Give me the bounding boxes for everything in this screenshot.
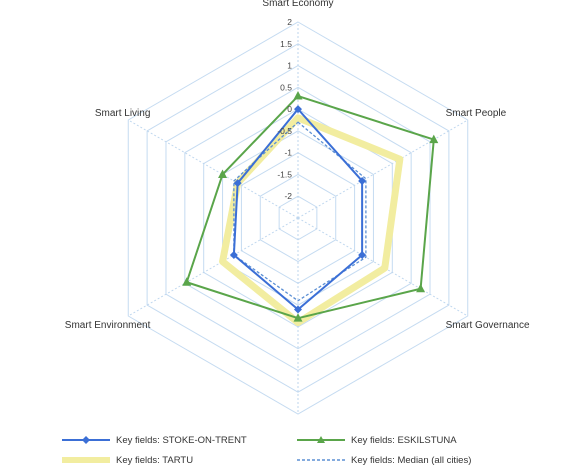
radar-series [182,91,439,327]
legend-label-median: Key fields: Median (all cities) [351,454,472,466]
category-label-4: Smart Environment [65,320,151,331]
tick-label-0: 2 [287,17,292,27]
series-1-marker-3 [293,313,303,322]
legend-swatch-stoke [62,436,110,444]
legend-item-stoke: Key fields: STOKE-ON-TRENT [60,433,295,447]
legend-item-tartu: Key fields: TARTU [60,453,295,467]
series-0-marker-1 [358,176,367,185]
series-0-marker-3 [294,305,302,314]
grid-spoke-5 [128,119,299,219]
series-0-marker-4 [229,251,238,260]
grid-ring-1 [259,173,337,263]
chart-legend: Key fields: STOKE-ON-TRENT Key fields: E… [60,430,530,470]
category-label-1: Smart People [446,108,507,119]
legend-swatch-median [297,459,345,461]
legend-item-median: Key fields: Median (all cities) [295,453,530,467]
legend-swatch-eskilstuna [297,436,345,443]
tick-label-7: -1.5 [277,169,292,179]
series-1-marker-0 [293,91,303,100]
series-0-marker-5 [233,179,242,188]
radar-grid [127,21,469,415]
series-0-marker-2 [358,251,367,260]
radar-category-labels: Smart Economy Smart People Smart Governanc… [65,0,530,331]
radar-tick-labels: 2 1.5 1 0.5 0 -0.5 -1 -1.5 -2 [277,17,292,201]
series-1-marker-4 [182,277,192,286]
series-0-marker-0 [294,105,302,114]
legend-label-eskilstuna: Key fields: ESKILSTUNA [351,434,457,446]
category-label-0: Smart Economy [262,0,333,9]
grid-ring-7 [146,43,450,393]
category-label-5: Smart Living [95,108,151,119]
grid-ring-5 [184,86,412,350]
tick-label-1: 1.5 [280,39,292,49]
legend-label-tartu: Key fields: TARTU [116,454,194,466]
grid-spoke-4 [128,217,299,317]
series-1-marker-5 [218,169,228,178]
series-1-marker-2 [416,283,426,293]
legend-swatch-tartu [62,457,110,463]
grid-spoke-1 [297,119,468,219]
legend-label-stoke: Key fields: STOKE-ON-TRENT [116,434,247,446]
series-line-3 [233,121,367,302]
category-label-2: Smart Governance [446,320,530,331]
tick-label-6: -1 [284,148,292,158]
grid-ring-8 [127,21,469,415]
tick-label-3: 0.5 [280,82,292,92]
tick-label-2: 1 [287,61,292,71]
radar-chart: 21.510.50-0.5-1-1.5-2 Smart EconomySmart… [65,0,530,415]
series-1-marker-1 [429,134,439,144]
legend-item-eskilstuna: Key fields: ESKILSTUNA [295,433,530,447]
tick-label-4: 0 [287,104,292,114]
tick-label-8: -2 [284,191,292,201]
tick-label-5: -0.5 [277,126,292,136]
